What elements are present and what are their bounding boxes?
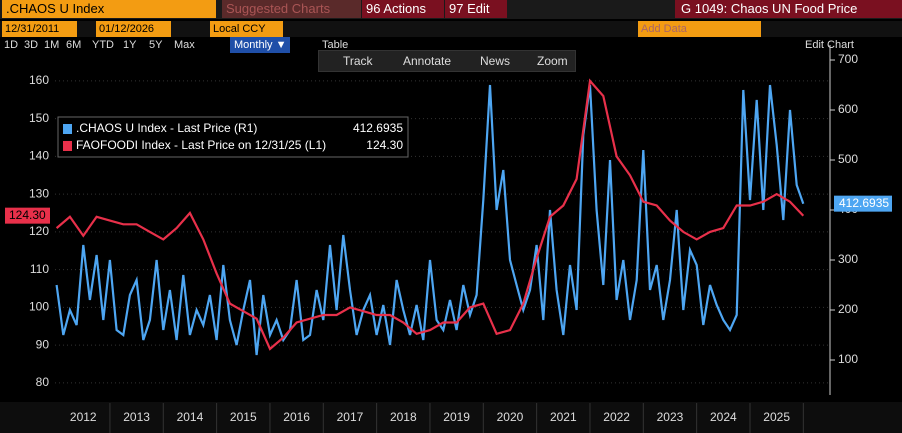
y2-tick-label: 200 <box>838 302 858 316</box>
range-button[interactable]: 1D <box>4 39 19 51</box>
tool-button[interactable]: Zoom <box>537 54 568 68</box>
top-bar: .CHAOS U Index Suggested Charts 96 Actio… <box>0 0 902 19</box>
legend-value: 412.6935 <box>353 121 403 135</box>
last-value-label: 124.30 <box>9 208 46 222</box>
frequency[interactable]: Monthly ▼ <box>230 37 290 53</box>
x-tick-label: 2016 <box>283 410 310 424</box>
table-button[interactable]: Table <box>322 39 349 51</box>
end-date[interactable]: 01/12/2026 <box>96 21 171 37</box>
x-tick-label: 2012 <box>70 410 97 424</box>
x-tick-label: 2020 <box>497 410 524 424</box>
y-tick-label: 120 <box>29 224 49 238</box>
edit-button[interactable]: 97 Edit <box>445 0 507 18</box>
ticker-field[interactable]: .CHAOS U Index <box>2 0 216 18</box>
range-button[interactable]: 3D <box>24 39 39 51</box>
range-button[interactable]: 5Y <box>149 39 163 51</box>
legend-box <box>57 116 409 158</box>
legend-label: FAOFOODI Index - Last Price on 12/31/25 … <box>76 138 326 152</box>
x-tick-label: 2022 <box>603 410 630 424</box>
currency[interactable]: Local CCY <box>210 21 283 37</box>
y2-tick-label: 100 <box>838 352 858 366</box>
y-tick-label: 110 <box>30 262 49 276</box>
add-data[interactable]: Add Data <box>638 21 761 37</box>
last-value-badge <box>5 207 50 224</box>
range-button[interactable]: Max <box>174 39 195 51</box>
tool-box <box>318 50 576 72</box>
actions-button[interactable]: 96 Actions <box>362 0 444 18</box>
legend-swatch <box>63 141 72 151</box>
series-line <box>55 78 805 351</box>
y-tick-label: 80 <box>36 375 50 389</box>
tool-button[interactable]: News <box>480 54 511 68</box>
range-button[interactable]: YTD <box>92 39 114 51</box>
x-tick-label: 2013 <box>123 410 150 424</box>
last-value-label: 412.6935 <box>839 196 889 210</box>
x-tick-label: 2019 <box>443 410 470 424</box>
legend-label: .CHAOS U Index - Last Price (R1) <box>76 121 257 135</box>
legend-value: 124.30 <box>366 138 403 152</box>
suggested-button[interactable]: Suggested Charts <box>222 0 361 18</box>
y2-tick-label: 700 <box>838 52 858 66</box>
series-line <box>55 84 805 356</box>
x-tick-label: 2023 <box>657 410 684 424</box>
last-value-badge <box>834 195 892 212</box>
tool-button[interactable]: Annotate <box>403 54 452 68</box>
y-tick-label: 100 <box>29 300 49 314</box>
y2-tick-label: 500 <box>838 152 858 166</box>
x-tick-label: 2015 <box>230 410 257 424</box>
y-tick-label: 150 <box>29 111 49 125</box>
x-tick-label: 2017 <box>337 410 364 424</box>
tool-button[interactable]: Track <box>343 54 373 68</box>
y2-tick-label: 600 <box>838 102 858 116</box>
y-tick-label: 140 <box>29 149 49 163</box>
y-tick-label: 90 <box>36 337 50 351</box>
x-tick-label: 2021 <box>550 410 577 424</box>
y2-tick-label: 300 <box>838 252 858 266</box>
y-tick-label: 160 <box>29 73 49 87</box>
y-tick-label: 130 <box>29 186 49 200</box>
range-button[interactable]: 1M <box>44 39 60 51</box>
x-tick-label: 2014 <box>177 410 204 424</box>
legend-swatch <box>63 124 72 134</box>
x-tick-label: 2018 <box>390 410 417 424</box>
controls-bar: 12/31/2011 01/12/2026 Local CCY Add Data <box>0 21 902 37</box>
start-date[interactable]: 12/31/2011 <box>2 21 77 37</box>
range-button[interactable]: 1Y <box>123 39 137 51</box>
edit-chart[interactable]: Edit Chart <box>805 39 854 51</box>
chart-title: G 1049: Chaos UN Food Price <box>675 0 902 18</box>
x-tick-label: 2025 <box>763 410 790 424</box>
x-axis-strip <box>0 402 902 433</box>
range-button[interactable]: 6M <box>66 39 82 51</box>
x-tick-label: 2024 <box>710 410 737 424</box>
